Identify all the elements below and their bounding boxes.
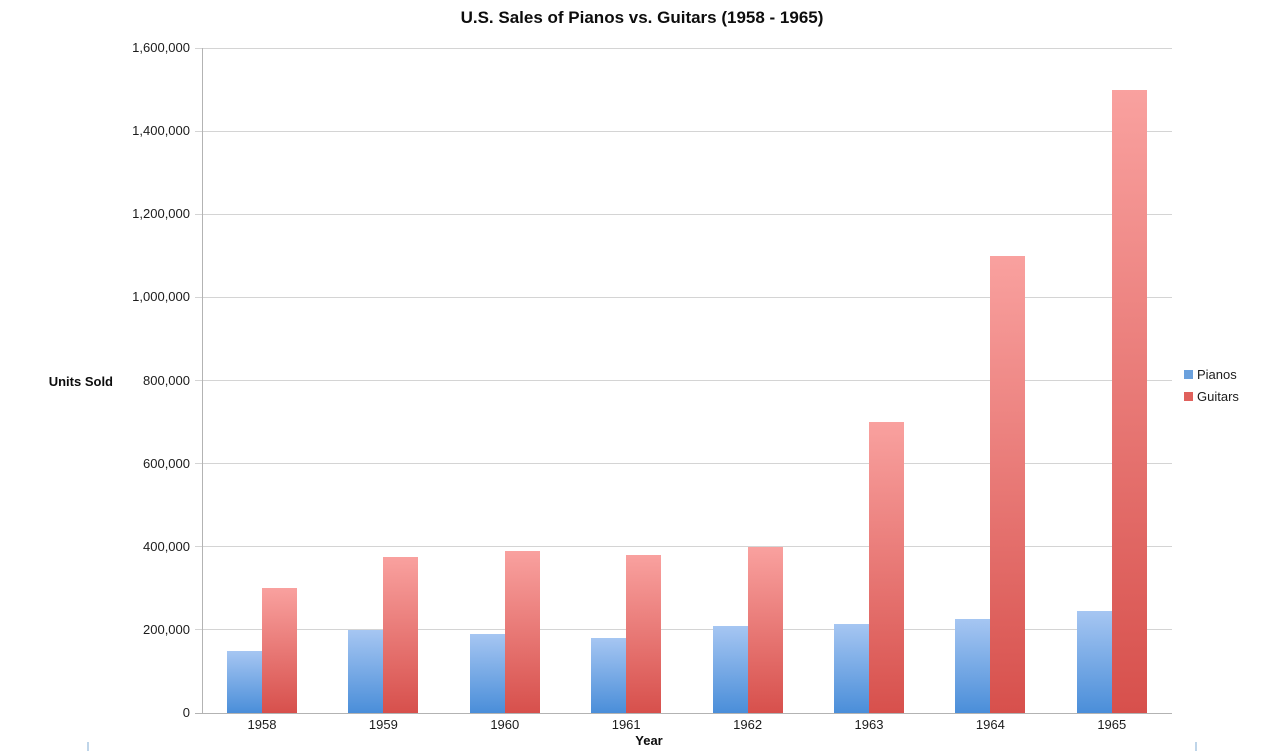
bar-pianos-1958 (227, 650, 262, 713)
gridline-1200000 (195, 213, 1172, 215)
bar-guitars-1963 (869, 422, 904, 713)
gridline-0 (195, 712, 1172, 714)
y-tick-label-400000: 400,000 (143, 538, 190, 554)
gridline-1600000 (195, 47, 1172, 49)
y-tick-label-0: 0 (182, 705, 190, 720)
chart-title: U.S. Sales of Pianos vs. Guitars (1958 -… (460, 8, 824, 27)
legend-label: Guitars (1197, 389, 1239, 404)
x-tick-label-1965: 1965 (1097, 717, 1127, 732)
gridline-1400000 (195, 130, 1172, 132)
bar-guitars-1962 (747, 546, 783, 713)
bar-pianos-1960 (469, 634, 505, 713)
gridline-800000 (195, 380, 1172, 381)
bar-guitars-1960 (504, 550, 540, 713)
y-axis-line (202, 48, 203, 714)
x-axis-title: Year (635, 733, 663, 748)
bar-guitars-1959 (383, 557, 419, 713)
legend-item-guitars: Guitars (1184, 389, 1239, 404)
y-tick-label-600000: 600,000 (143, 455, 190, 471)
y-tick-label-1200000: 1,200,000 (132, 206, 190, 222)
x-tick-label-1962: 1962 (733, 717, 763, 732)
y-tick-label-200000: 200,000 (143, 621, 190, 637)
x-tick-label-1958: 1958 (247, 717, 277, 732)
y-tick-label-800000: 800,000 (143, 372, 190, 388)
legend-label: Pianos (1197, 367, 1237, 382)
gridline-1000000 (195, 296, 1172, 298)
bar-guitars-1964 (990, 255, 1026, 713)
bar-pianos-1961 (591, 638, 627, 713)
bar-pianos-1962 (712, 625, 748, 713)
plot-area (195, 47, 1172, 714)
y-tick-label-1000000: 1,000,000 (132, 289, 190, 305)
gridline-600000 (195, 463, 1172, 465)
bar-pianos-1959 (348, 629, 384, 713)
y-axis-title: Units Sold (48, 374, 113, 389)
bar-pianos-1964 (955, 619, 991, 713)
legend-item-pianos: Pianos (1184, 367, 1239, 382)
bottom-right-tick-mark (1195, 742, 1197, 751)
bar-pianos-1963 (834, 623, 869, 713)
x-tick-label-1961: 1961 (611, 717, 641, 732)
x-tick-label-1963: 1963 (854, 717, 884, 732)
x-tick-label-1959: 1959 (368, 717, 398, 732)
bar-pianos-1965 (1076, 611, 1112, 713)
bar-guitars-1961 (626, 555, 662, 713)
legend-swatch-icon (1184, 370, 1193, 379)
legend: Pianos Guitars (1184, 367, 1239, 411)
x-tick-label-1960: 1960 (490, 717, 520, 732)
gridline-200000 (195, 629, 1172, 631)
y-tick-label-1600000: 1,600,000 (132, 40, 190, 55)
legend-swatch-icon (1184, 392, 1193, 401)
bar-guitars-1965 (1111, 89, 1147, 713)
gridline-400000 (195, 546, 1172, 548)
bottom-left-tick-mark (87, 742, 89, 751)
bar-guitars-1958 (262, 588, 297, 713)
x-tick-label-1964: 1964 (975, 717, 1005, 732)
y-tick-label-1400000: 1,400,000 (132, 123, 190, 139)
